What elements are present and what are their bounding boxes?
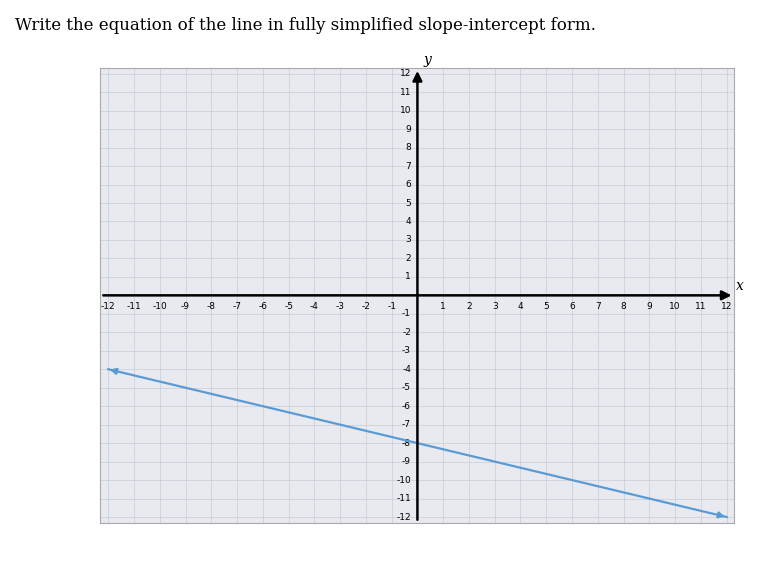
Text: -10: -10 xyxy=(397,475,411,485)
Text: -8: -8 xyxy=(207,302,216,311)
Text: 3: 3 xyxy=(492,302,498,311)
Text: 6: 6 xyxy=(569,302,575,311)
Text: 6: 6 xyxy=(405,180,411,189)
Text: 8: 8 xyxy=(405,143,411,152)
Text: 9: 9 xyxy=(646,302,652,311)
Text: -8: -8 xyxy=(402,438,411,448)
Text: 12: 12 xyxy=(400,69,411,78)
Text: -2: -2 xyxy=(362,302,370,311)
Text: 7: 7 xyxy=(405,161,411,170)
Text: 5: 5 xyxy=(543,302,549,311)
Text: -11: -11 xyxy=(397,494,411,503)
Text: -5: -5 xyxy=(402,383,411,392)
Text: 9: 9 xyxy=(405,124,411,133)
Text: 7: 7 xyxy=(595,302,601,311)
Text: 10: 10 xyxy=(400,106,411,115)
Text: -1: -1 xyxy=(402,310,411,318)
Text: -4: -4 xyxy=(402,365,411,374)
Text: -4: -4 xyxy=(310,302,318,311)
Text: y: y xyxy=(424,53,432,67)
Text: -12: -12 xyxy=(397,512,411,521)
Text: 2: 2 xyxy=(405,254,411,263)
Text: 4: 4 xyxy=(405,217,411,226)
Text: 3: 3 xyxy=(405,236,411,244)
Text: 11: 11 xyxy=(400,87,411,97)
Text: -5: -5 xyxy=(284,302,293,311)
Text: -10: -10 xyxy=(152,302,167,311)
Text: -9: -9 xyxy=(402,457,411,466)
Text: 10: 10 xyxy=(669,302,681,311)
Text: 8: 8 xyxy=(621,302,626,311)
Text: 11: 11 xyxy=(695,302,707,311)
Text: -11: -11 xyxy=(127,302,141,311)
Text: -7: -7 xyxy=(233,302,241,311)
Text: 1: 1 xyxy=(405,273,411,281)
Text: Write the equation of the line in fully simplified slope-intercept form.: Write the equation of the line in fully … xyxy=(15,17,596,34)
Text: -3: -3 xyxy=(402,346,411,355)
Text: -6: -6 xyxy=(402,402,411,411)
Text: 1: 1 xyxy=(441,302,446,311)
Text: -12: -12 xyxy=(101,302,115,311)
Text: -7: -7 xyxy=(402,420,411,429)
Text: -2: -2 xyxy=(402,328,411,337)
Text: 5: 5 xyxy=(405,198,411,207)
Text: 4: 4 xyxy=(518,302,523,311)
Text: -6: -6 xyxy=(258,302,267,311)
Text: 2: 2 xyxy=(466,302,472,311)
Text: -9: -9 xyxy=(181,302,190,311)
Text: x: x xyxy=(736,278,744,293)
Text: 12: 12 xyxy=(721,302,732,311)
Text: -1: -1 xyxy=(387,302,396,311)
Text: -3: -3 xyxy=(335,302,345,311)
